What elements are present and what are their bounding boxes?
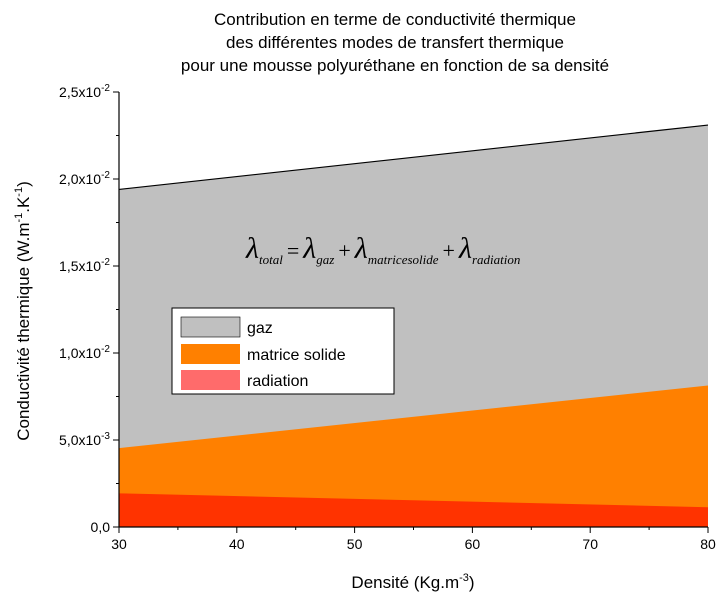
y-tick-label: 5,0x10-3 — [59, 431, 110, 448]
x-tick-label: 50 — [347, 536, 363, 552]
x-axis-title: Densité (Kg.m-3) — [351, 572, 474, 592]
x-tick-label: 80 — [700, 536, 716, 552]
line-matrice-solide — [118, 385, 709, 450]
area-series-group — [118, 124, 709, 527]
y-tick-label: 2,5x10-2 — [59, 83, 110, 100]
title-line-1: Contribution en terme de conductivité th… — [214, 10, 576, 29]
title-line-2: des différentes modes de transfert therm… — [226, 33, 564, 52]
legend: gaz matrice solide radiation — [171, 307, 395, 395]
x-tick-label: 30 — [111, 536, 127, 552]
legend-label-radiation: radiation — [247, 373, 308, 390]
line-gaz — [118, 124, 709, 191]
line-radiation — [118, 493, 709, 509]
area-radiation — [119, 493, 708, 527]
legend-label-matrice-solide: matrice solide — [247, 347, 346, 364]
title-line-3: pour une mousse polyuréthane en fonction… — [180, 56, 610, 75]
x-tick-label: 40 — [229, 536, 245, 552]
y-tick-label: 1,0x10-2 — [59, 344, 110, 361]
y-tick-label: 2,0x10-2 — [59, 170, 110, 187]
x-tick-label: 70 — [582, 536, 598, 552]
area-matrice-solide — [119, 386, 708, 527]
legend-swatch-matrice-solide — [181, 344, 240, 364]
formula-annotation: λtotal = λgaz + λmatricesolide + λradiation — [245, 232, 520, 267]
legend-swatch-gaz — [180, 316, 241, 338]
x-tick-label: 60 — [465, 536, 481, 552]
y-tick-label: 1,5x10-2 — [59, 257, 110, 274]
ticks-group: 30 40 50 60 70 80 0,0 5,0x10-3 1,0x10-2 1,5x10-2 2… — [59, 83, 716, 552]
legend-swatch-radiation — [181, 370, 240, 390]
chart-title: Contribution en terme de conductivité th… — [150, 8, 640, 77]
y-axis-title: Conductivité thermique (W.m-1.K-1) — [13, 181, 33, 441]
y-tick-label: 0,0 — [91, 519, 111, 535]
legend-label-gaz: gaz — [247, 320, 273, 337]
